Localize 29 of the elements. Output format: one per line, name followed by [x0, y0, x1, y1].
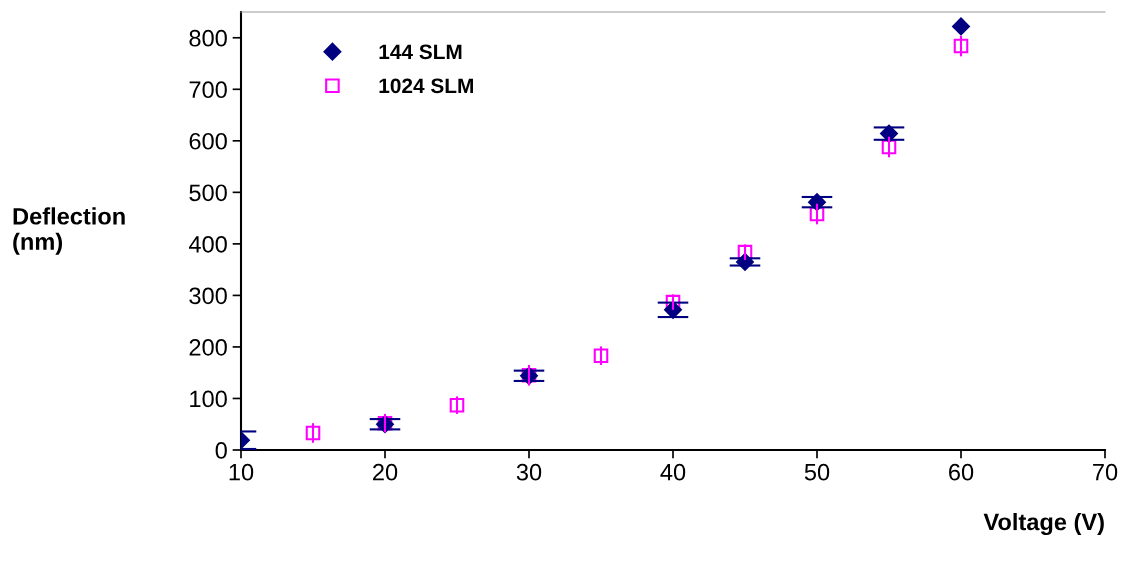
x-tick-label: 20	[373, 463, 398, 481]
point	[737, 244, 753, 260]
point	[952, 17, 970, 36]
y-tick-label: 400	[188, 235, 227, 253]
point	[953, 38, 969, 54]
y-tick-label: 100	[190, 390, 227, 408]
y-tick-label: 0	[215, 442, 227, 459]
x-axis-title: Voltage (V)	[983, 512, 1104, 536]
point	[881, 139, 897, 155]
x-tick-label: 60	[949, 463, 974, 481]
point	[593, 348, 609, 363]
y-tick-label: 200	[189, 339, 227, 356]
y-tick-label: 600	[189, 132, 227, 150]
legend-label: 1024 SLM	[379, 78, 473, 94]
x-tick-label: 70	[1093, 463, 1118, 481]
point	[665, 294, 681, 310]
point	[809, 206, 825, 222]
point	[449, 397, 465, 413]
point	[305, 425, 321, 441]
y-tick-label: 300	[189, 287, 227, 305]
y-tick-label: 500	[189, 184, 227, 202]
y-axis-title: Deflection (nm)	[13, 207, 125, 255]
legend-label: 144 SLM	[379, 44, 462, 60]
x-tick-label: 40	[660, 463, 686, 481]
y-tick-label: 800	[189, 29, 227, 47]
x-tick-label: 10	[229, 463, 254, 481]
x-tick-label: 30	[516, 463, 542, 481]
x-tick-label: 50	[804, 463, 830, 481]
y-tick-label: 700	[189, 81, 227, 99]
